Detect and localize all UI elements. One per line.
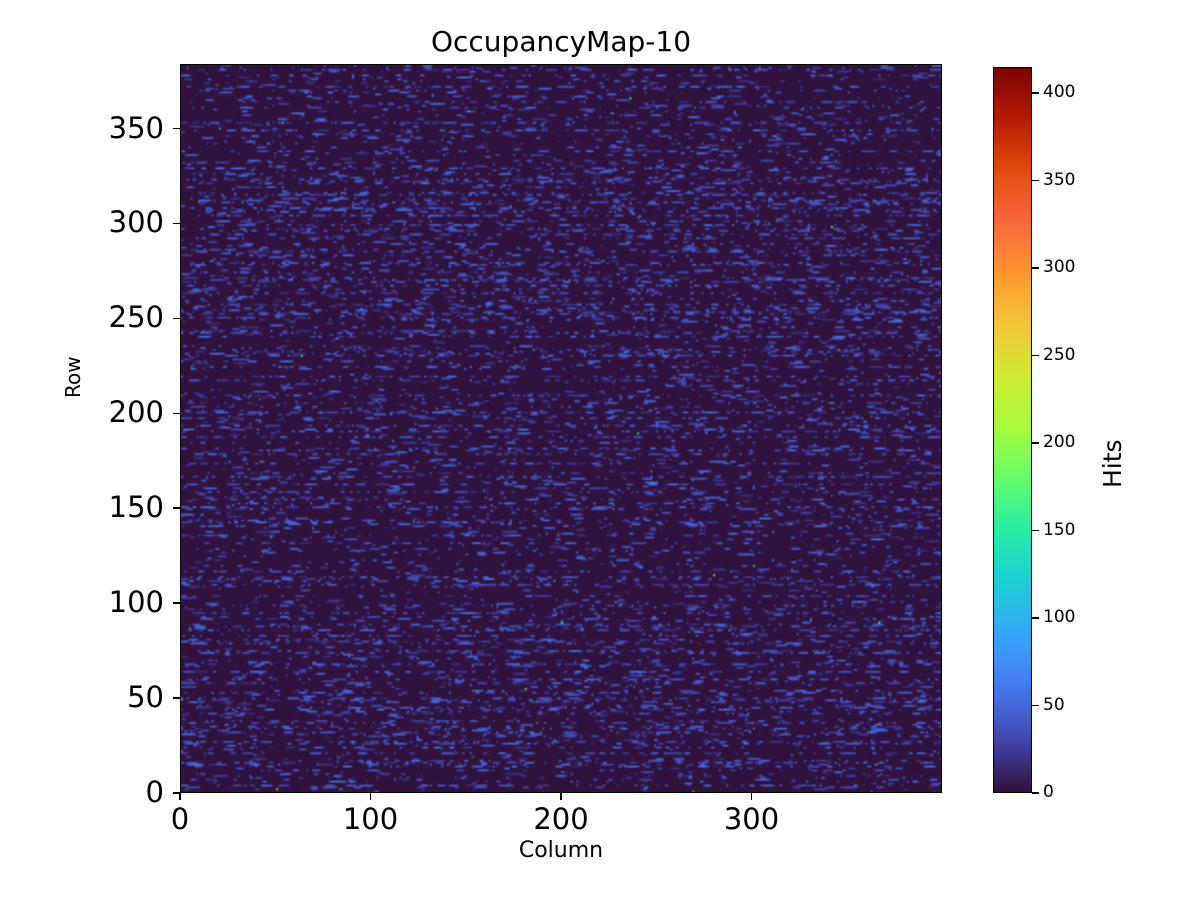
page-title: OccupancyMap-10 [430,25,692,58]
y-tick-mark [173,792,180,794]
colorbar-tick-mark [1032,704,1039,707]
colorbar-label: Hits [1098,439,1127,488]
y-tick-mark [173,127,180,130]
y-tick-label: 300 [108,205,164,240]
x-tick-label: 300 [723,802,780,836]
colorbar [993,67,1032,793]
colorbar-tick-mark [1032,529,1039,532]
colorbar-tick-label: 250 [1043,344,1076,365]
x-tick-mark [369,793,372,800]
y-tick-mark [173,602,180,604]
x-tick-label: 0 [170,802,190,836]
colorbar-tick-label: 350 [1043,169,1076,190]
colorbar-tick-label: 0 [1043,782,1054,802]
colorbar-tick-label: 50 [1043,694,1065,715]
y-tick-mark [173,507,180,510]
colorbar-gradient [994,68,1031,792]
y-tick-mark [173,317,180,320]
y-tick-label: 100 [108,585,164,620]
y-tick-mark [173,222,180,225]
y-tick-label: 50 [127,680,164,715]
x-tick-label: 100 [342,802,399,836]
colorbar-tick-label: 100 [1043,607,1076,628]
y-tick-mark [173,697,180,699]
colorbar-tick-mark [1032,617,1039,619]
colorbar-tick-mark [1032,92,1039,94]
colorbar-tick-mark [1032,354,1039,357]
x-tick-mark [179,793,181,800]
y-tick-label: 200 [108,395,164,430]
colorbar-tick-mark [1032,267,1039,269]
x-tick-label: 200 [533,802,589,836]
x-tick-mark [750,793,753,800]
y-tick-label: 0 [145,775,164,809]
x-tick-mark [560,793,562,800]
x-axis-label: Column [518,838,604,863]
y-tick-mark [173,412,180,415]
occupancy-heatmap-image [181,65,941,792]
colorbar-tick-label: 400 [1043,82,1076,103]
y-axis-label: Row [61,356,85,398]
colorbar-tick-mark [1032,442,1039,444]
y-tick-label: 150 [108,490,164,525]
y-tick-label: 350 [108,110,164,145]
colorbar-tick-mark [1032,179,1039,182]
heatmap-plot-area[interactable] [180,64,942,793]
y-tick-label: 250 [108,300,164,335]
colorbar-tick-label: 200 [1043,432,1076,453]
colorbar-tick-label: 150 [1043,519,1076,540]
colorbar-tick-label: 300 [1043,257,1076,278]
colorbar-tick-mark [1032,792,1039,794]
